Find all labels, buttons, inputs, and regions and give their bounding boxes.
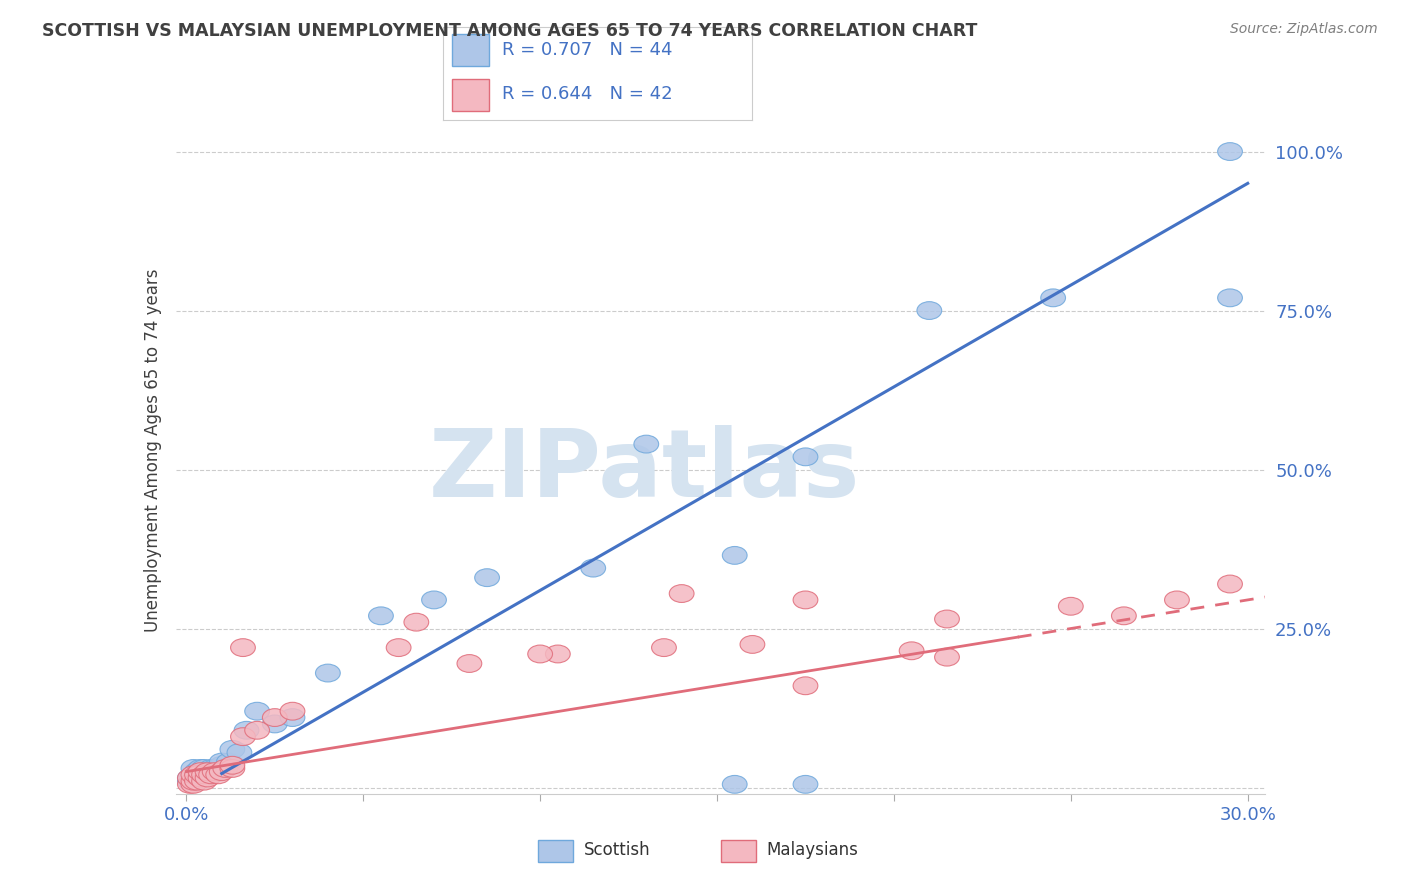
Ellipse shape (191, 772, 217, 790)
Ellipse shape (195, 766, 219, 784)
Ellipse shape (935, 648, 959, 666)
Ellipse shape (181, 766, 205, 784)
FancyBboxPatch shape (453, 34, 489, 66)
Ellipse shape (900, 642, 924, 660)
Ellipse shape (219, 756, 245, 774)
Ellipse shape (184, 772, 209, 790)
Ellipse shape (188, 760, 212, 777)
FancyBboxPatch shape (537, 839, 574, 862)
Text: ZIPatlas: ZIPatlas (429, 425, 860, 517)
Ellipse shape (280, 702, 305, 720)
Ellipse shape (191, 769, 217, 787)
Ellipse shape (368, 607, 394, 624)
Ellipse shape (198, 766, 224, 784)
Ellipse shape (226, 744, 252, 762)
Ellipse shape (245, 722, 270, 739)
Ellipse shape (188, 763, 212, 780)
Ellipse shape (202, 763, 226, 780)
Ellipse shape (1218, 143, 1243, 161)
Ellipse shape (527, 645, 553, 663)
Ellipse shape (634, 435, 658, 453)
Ellipse shape (181, 772, 205, 790)
Ellipse shape (219, 760, 245, 777)
Ellipse shape (212, 760, 238, 777)
Ellipse shape (184, 766, 209, 784)
Ellipse shape (723, 775, 747, 793)
Ellipse shape (198, 760, 224, 777)
Ellipse shape (404, 614, 429, 631)
Ellipse shape (1164, 591, 1189, 609)
Ellipse shape (177, 775, 202, 793)
Ellipse shape (793, 591, 818, 609)
Ellipse shape (935, 610, 959, 628)
Ellipse shape (669, 584, 695, 602)
Ellipse shape (231, 728, 256, 746)
Ellipse shape (191, 766, 217, 784)
Text: Scottish: Scottish (583, 840, 650, 859)
FancyBboxPatch shape (453, 79, 489, 111)
Ellipse shape (191, 760, 217, 777)
Ellipse shape (315, 665, 340, 682)
Ellipse shape (195, 763, 219, 780)
Ellipse shape (1218, 289, 1243, 307)
Ellipse shape (1040, 289, 1066, 307)
Ellipse shape (195, 763, 219, 780)
Ellipse shape (181, 766, 205, 784)
Ellipse shape (475, 569, 499, 587)
Ellipse shape (181, 760, 205, 777)
Ellipse shape (263, 708, 287, 726)
Ellipse shape (184, 772, 209, 790)
Ellipse shape (202, 760, 226, 777)
Ellipse shape (209, 756, 235, 774)
Text: R = 0.644   N = 42: R = 0.644 N = 42 (502, 86, 672, 103)
Ellipse shape (793, 677, 818, 695)
Ellipse shape (184, 763, 209, 780)
Ellipse shape (188, 769, 212, 787)
Ellipse shape (191, 763, 217, 780)
Text: Malaysians: Malaysians (766, 840, 858, 859)
Ellipse shape (740, 635, 765, 653)
Ellipse shape (1112, 607, 1136, 624)
Ellipse shape (195, 769, 219, 787)
Ellipse shape (457, 655, 482, 673)
Ellipse shape (546, 645, 571, 663)
Ellipse shape (181, 772, 205, 790)
Ellipse shape (181, 775, 205, 793)
Ellipse shape (387, 639, 411, 657)
Ellipse shape (198, 766, 224, 784)
Ellipse shape (422, 591, 446, 609)
Ellipse shape (263, 715, 287, 733)
Text: Source: ZipAtlas.com: Source: ZipAtlas.com (1230, 22, 1378, 37)
Ellipse shape (917, 301, 942, 319)
Ellipse shape (217, 753, 242, 771)
Ellipse shape (723, 547, 747, 565)
Ellipse shape (205, 766, 231, 784)
FancyBboxPatch shape (721, 839, 756, 862)
Ellipse shape (651, 639, 676, 657)
Ellipse shape (280, 708, 305, 726)
Ellipse shape (793, 448, 818, 466)
Ellipse shape (188, 769, 212, 787)
Ellipse shape (177, 769, 202, 787)
Ellipse shape (209, 753, 235, 771)
Ellipse shape (184, 766, 209, 784)
Ellipse shape (1059, 598, 1083, 615)
Ellipse shape (205, 760, 231, 777)
Text: SCOTTISH VS MALAYSIAN UNEMPLOYMENT AMONG AGES 65 TO 74 YEARS CORRELATION CHART: SCOTTISH VS MALAYSIAN UNEMPLOYMENT AMONG… (42, 22, 977, 40)
Ellipse shape (793, 775, 818, 793)
Y-axis label: Unemployment Among Ages 65 to 74 years: Unemployment Among Ages 65 to 74 years (143, 268, 162, 632)
Ellipse shape (231, 639, 256, 657)
Ellipse shape (235, 722, 259, 739)
Ellipse shape (581, 559, 606, 577)
Ellipse shape (245, 702, 270, 720)
Ellipse shape (209, 763, 235, 780)
Ellipse shape (177, 769, 202, 787)
Ellipse shape (1218, 575, 1243, 593)
Ellipse shape (219, 740, 245, 758)
Ellipse shape (202, 763, 226, 780)
Ellipse shape (177, 772, 202, 790)
Text: R = 0.707   N = 44: R = 0.707 N = 44 (502, 41, 672, 59)
Ellipse shape (188, 766, 212, 784)
